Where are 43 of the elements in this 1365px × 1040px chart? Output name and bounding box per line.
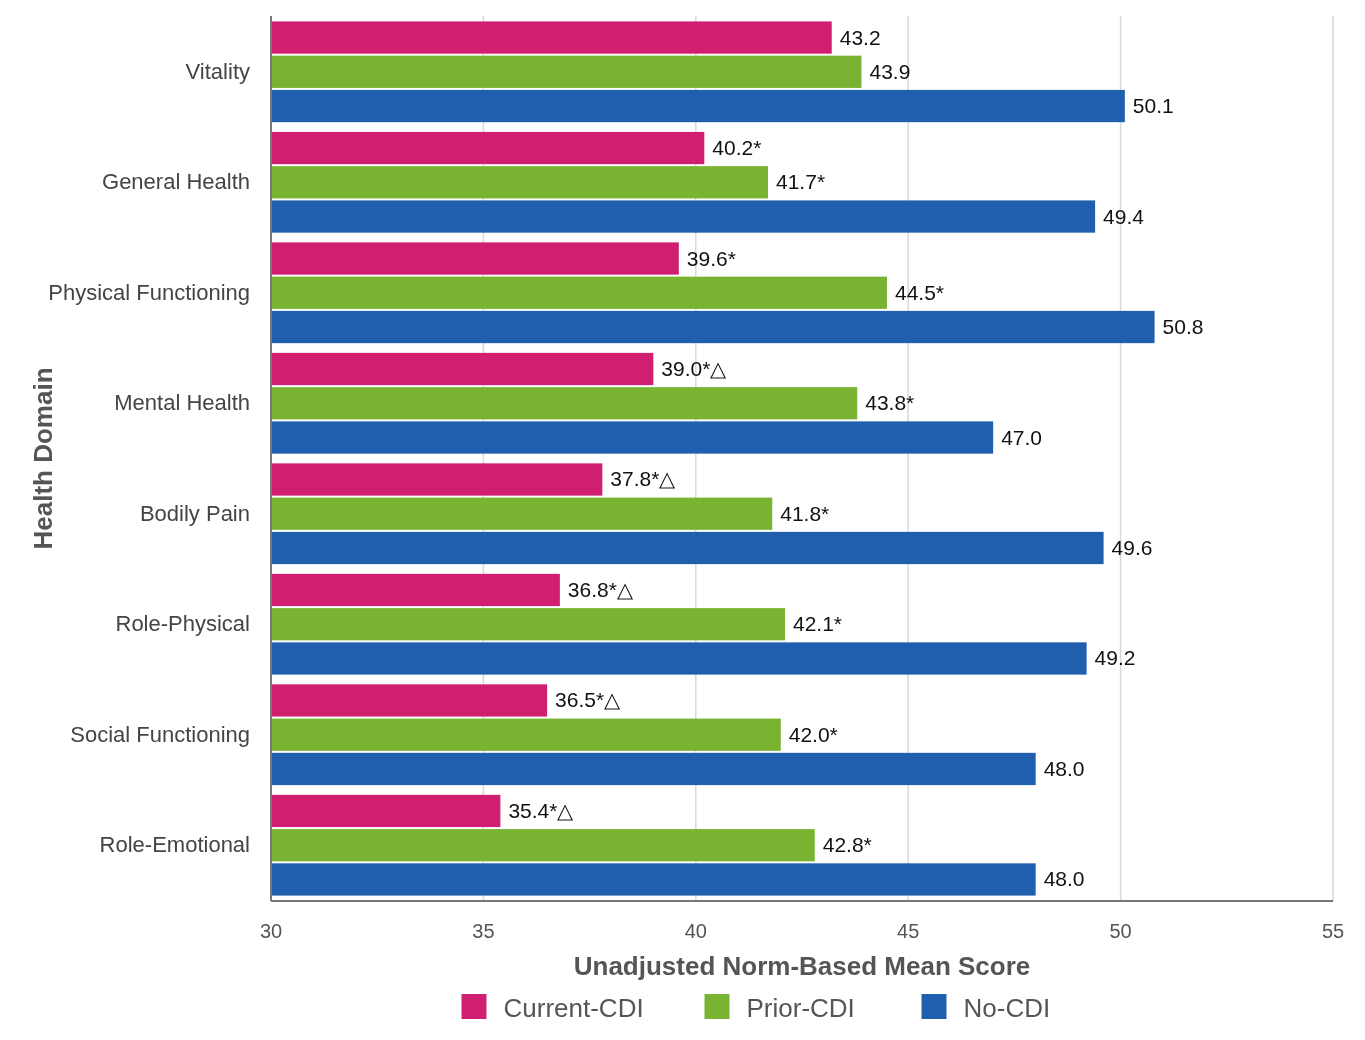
x-tick-label: 40 (684, 920, 707, 942)
data-label: 50.1 (1132, 94, 1174, 118)
data-label: 41.7* (776, 170, 826, 194)
y-tick-label: Role-Emotional (99, 832, 250, 858)
data-label: 49.2 (1094, 646, 1136, 670)
legend-label: No-CDI (963, 993, 1051, 1023)
y-tick-label: Physical Functioning (48, 279, 250, 305)
x-tick-label: 35 (472, 920, 495, 942)
x-axis-title: Unadjusted Norm-Based Mean Score (573, 951, 1031, 981)
data-label: 49.6 (1111, 535, 1153, 559)
x-tick-label: 45 (897, 920, 920, 942)
data-label: 40.2* (712, 136, 762, 160)
y-tick-label: Bodily Pain (139, 500, 250, 526)
legend-label: Prior-CDI (746, 993, 855, 1023)
data-label: 42.0* (788, 722, 838, 746)
data-label: 49.4 (1103, 204, 1145, 228)
y-tick-label: General Health (102, 169, 250, 195)
x-tick-label: 50 (1109, 920, 1132, 942)
legend-label: Current-CDI (503, 993, 644, 1023)
data-label: 48.0 (1043, 756, 1085, 780)
data-label: 44.5* (894, 280, 945, 304)
y-axis-title: Health Domain (28, 367, 58, 550)
data-label: 35.4*△ (508, 798, 575, 822)
data-label: 39.6* (686, 246, 736, 270)
y-tick-label: Vitality (185, 58, 250, 84)
data-label: 36.5*△ (555, 688, 622, 712)
y-tick-label: Mental Health (114, 390, 250, 416)
data-label: 50.8 (1162, 315, 1204, 339)
data-label: 43.8* (865, 391, 915, 415)
data-label: 36.8*△ (567, 577, 634, 601)
y-tick-label: Social Functioning (70, 721, 250, 747)
data-label: 39.0*△ (661, 357, 728, 381)
y-tick-label: Role-Physical (115, 611, 250, 637)
data-label: 41.8* (780, 501, 830, 525)
data-label: 47.0 (1001, 425, 1043, 449)
data-label: 43.9 (869, 59, 911, 83)
data-label: 37.8*△ (610, 467, 677, 491)
data-label: 42.1* (793, 612, 843, 636)
x-tick-label: 55 (1321, 920, 1345, 942)
data-label: 48.0 (1043, 867, 1085, 891)
x-tick-label: 30 (259, 920, 283, 942)
data-label: 42.8* (822, 833, 872, 857)
data-label: 43.2 (839, 25, 881, 49)
